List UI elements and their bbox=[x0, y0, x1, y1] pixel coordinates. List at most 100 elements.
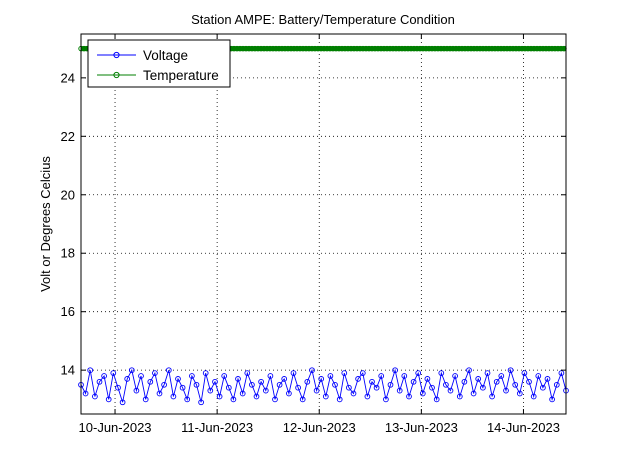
temperature-point bbox=[360, 45, 366, 52]
voltage-point bbox=[286, 390, 292, 397]
temperature-point bbox=[486, 45, 492, 52]
plot-area-border bbox=[80, 33, 567, 415]
temperature-point bbox=[510, 45, 516, 52]
voltage-point bbox=[96, 378, 103, 385]
temperature-point bbox=[393, 45, 399, 52]
temperature-point bbox=[366, 45, 372, 52]
temperature-point bbox=[408, 45, 414, 52]
voltage-point bbox=[526, 378, 532, 385]
temperature-point bbox=[312, 45, 318, 52]
temperature-point bbox=[534, 45, 540, 52]
temperature-point bbox=[483, 45, 489, 52]
voltage-point bbox=[378, 373, 385, 379]
voltage-point bbox=[221, 373, 228, 379]
temperature-point bbox=[513, 45, 519, 52]
temperature-point bbox=[297, 45, 303, 52]
temperature-point bbox=[345, 45, 351, 52]
voltage-point bbox=[216, 393, 223, 400]
voltage-point bbox=[156, 390, 163, 397]
voltage-point bbox=[290, 370, 297, 376]
temperature-point bbox=[402, 45, 408, 52]
temperature-point bbox=[558, 45, 564, 52]
temperature-point bbox=[489, 45, 495, 52]
voltage-point bbox=[336, 396, 343, 403]
voltage-point bbox=[373, 384, 380, 391]
voltage-point bbox=[175, 376, 181, 382]
voltage-point bbox=[262, 387, 269, 394]
y-tick-label: 18 bbox=[61, 246, 75, 261]
chart-title: Station AMPE: Battery/Temperature Condit… bbox=[191, 12, 455, 27]
voltage-point bbox=[369, 378, 375, 385]
temperature-point bbox=[492, 45, 498, 52]
temperature-point bbox=[504, 45, 510, 52]
temperature-point bbox=[507, 45, 513, 52]
temperature-point bbox=[357, 45, 363, 52]
voltage-point bbox=[512, 381, 519, 388]
voltage-point bbox=[396, 387, 403, 394]
voltage-point bbox=[507, 367, 514, 374]
temperature-point bbox=[303, 45, 309, 52]
voltage-point bbox=[249, 381, 255, 388]
temperature-point bbox=[306, 45, 312, 52]
voltage-point bbox=[415, 370, 422, 376]
temperature-point bbox=[540, 45, 546, 52]
voltage-point bbox=[170, 393, 177, 400]
voltage-point bbox=[456, 393, 463, 400]
temperature-point bbox=[258, 45, 264, 52]
voltage-point bbox=[87, 367, 94, 374]
temperature-point bbox=[333, 45, 339, 52]
voltage-point bbox=[498, 373, 505, 379]
temperature-point bbox=[456, 45, 462, 52]
voltage-point bbox=[540, 384, 546, 391]
temperature-point bbox=[324, 45, 330, 52]
temperature-point bbox=[369, 45, 375, 52]
voltage-point bbox=[419, 390, 426, 397]
temperature-point bbox=[441, 45, 447, 52]
temperature-point bbox=[243, 45, 249, 52]
legend-voltage-marker bbox=[113, 51, 120, 59]
voltage-point bbox=[189, 373, 195, 379]
legend-temperature-label: Temperature bbox=[143, 68, 219, 83]
temperature-point bbox=[480, 45, 486, 52]
voltage-point bbox=[133, 387, 140, 394]
voltage-point bbox=[207, 387, 214, 394]
temperature-point bbox=[396, 45, 402, 52]
temperature-point bbox=[240, 45, 246, 52]
voltage-point bbox=[230, 396, 237, 403]
voltage-point bbox=[138, 373, 144, 379]
temperature-point bbox=[450, 45, 456, 52]
voltage-point bbox=[267, 373, 274, 379]
temperature-point bbox=[354, 45, 360, 52]
voltage-point bbox=[276, 381, 283, 388]
voltage-point bbox=[438, 370, 445, 376]
voltage-point bbox=[447, 387, 454, 394]
temperature-point bbox=[426, 45, 432, 52]
voltage-point bbox=[165, 367, 172, 374]
temperature-point bbox=[318, 45, 324, 52]
voltage-point bbox=[193, 381, 200, 388]
temperature-point bbox=[519, 45, 525, 52]
temperature-point bbox=[267, 45, 273, 52]
temperature-point bbox=[555, 45, 561, 52]
y-axis-label: Volt or Degrees Celcius bbox=[38, 156, 53, 292]
legend: Voltage Temperature bbox=[87, 39, 231, 88]
y-tick-label: 16 bbox=[61, 304, 75, 319]
temperature-point bbox=[423, 45, 429, 52]
voltage-point bbox=[480, 384, 486, 391]
voltage-point bbox=[424, 376, 431, 382]
voltage-point bbox=[383, 396, 389, 403]
temperature-point bbox=[501, 45, 507, 52]
temperature-point bbox=[444, 45, 450, 52]
voltage-point bbox=[535, 373, 542, 379]
temperature-point bbox=[438, 45, 444, 52]
x-tick-label: 13-Jun-2023 bbox=[385, 420, 458, 435]
temperature-point bbox=[237, 45, 243, 52]
temperature-point bbox=[288, 45, 294, 52]
temperature-point bbox=[282, 45, 288, 52]
voltage-point bbox=[184, 396, 191, 403]
voltage-point bbox=[433, 396, 440, 403]
voltage-point bbox=[516, 390, 523, 397]
temperature-point bbox=[321, 45, 327, 52]
temperature-point bbox=[474, 45, 480, 52]
y-tick-label: 14 bbox=[61, 363, 75, 378]
